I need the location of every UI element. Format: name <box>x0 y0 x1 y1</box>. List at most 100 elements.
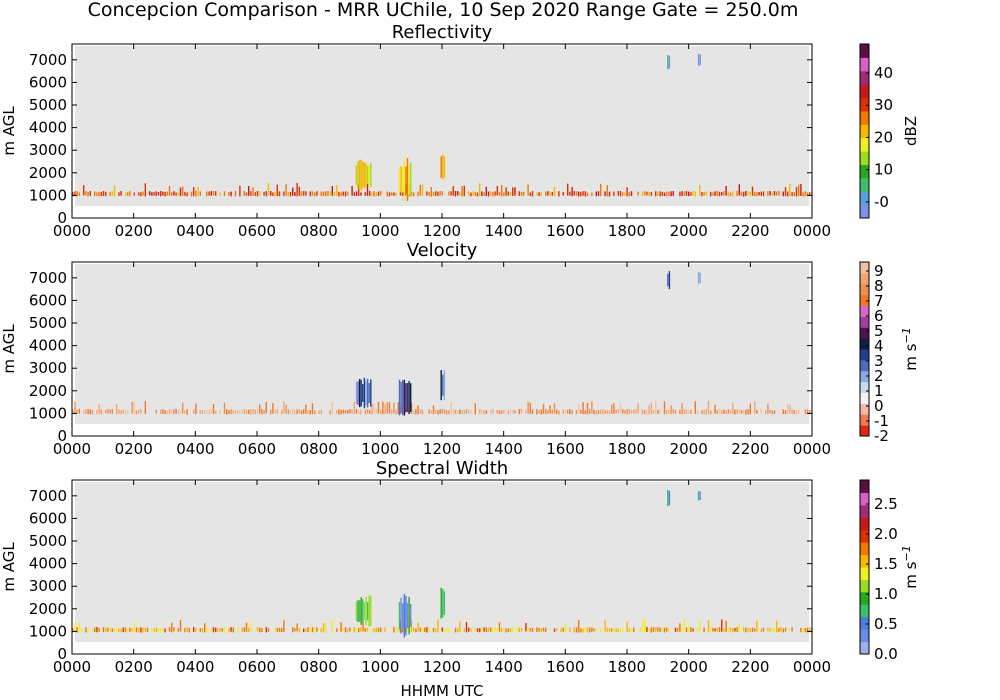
echo-cell <box>320 409 322 415</box>
echo-cell <box>179 409 182 414</box>
echo-cell <box>780 627 782 632</box>
echo-cell <box>74 623 76 632</box>
echo-cell <box>485 627 487 633</box>
echo-cell <box>545 408 547 414</box>
echo-cell <box>336 410 338 414</box>
echo-cell <box>78 622 80 633</box>
echo-cell <box>545 191 547 197</box>
y-tick-label: 2000 <box>29 382 67 400</box>
colorbar-tick-label: 3 <box>874 352 884 370</box>
echo-cell <box>116 404 118 414</box>
echo-cell <box>210 191 212 196</box>
echo-cell <box>124 627 127 632</box>
echo-cell <box>380 191 382 196</box>
echo-cell <box>403 593 405 638</box>
echo-cell <box>663 401 666 415</box>
data-coverage-area <box>75 482 809 642</box>
echo-cell <box>144 627 146 632</box>
echo-cell <box>398 601 401 630</box>
colorbar: 0.0 0.5 1.0 1.5 2.0 2.5 m s−1 <box>859 479 920 663</box>
panel-0: Reflectivity 0000 0200 0400 0600 0800 1000 1200… <box>0 22 920 240</box>
echo-cell <box>362 621 364 632</box>
echo-cell <box>428 409 430 414</box>
echo-cell <box>699 272 701 283</box>
echo-cell <box>309 409 311 415</box>
echo-cell <box>490 409 492 415</box>
echo-cell <box>721 619 723 632</box>
echo-cell <box>358 379 361 408</box>
x-tick-label: 1400 <box>485 222 523 240</box>
echo-cell <box>732 627 734 633</box>
echo-cell <box>201 410 204 414</box>
echo-cell <box>432 192 435 196</box>
colorbar-tick-label: 6 <box>874 307 884 325</box>
echo-cell <box>109 627 111 632</box>
echo-cell <box>639 627 641 632</box>
echo-cell <box>331 186 333 196</box>
echo-cell <box>683 409 685 414</box>
colorbar-tick-label: 0 <box>874 397 884 415</box>
echo-cell <box>193 626 195 632</box>
echo-cell <box>91 410 94 415</box>
echo-cell <box>446 410 448 415</box>
echo-cell <box>177 192 179 197</box>
echo-cell <box>608 191 611 197</box>
echo-cell <box>531 191 534 197</box>
colorbar-segment <box>860 316 869 328</box>
echo-cell <box>261 627 263 632</box>
echo-cell <box>351 409 353 414</box>
echo-cell <box>747 409 749 415</box>
echo-cell <box>727 408 729 414</box>
colorbar-segment <box>860 164 869 179</box>
echo-cell <box>529 628 531 632</box>
echo-cell <box>468 191 470 196</box>
echo-cell <box>283 620 285 633</box>
echo-cell <box>331 402 333 414</box>
echo-cell <box>193 409 195 414</box>
echo-cell <box>248 186 250 196</box>
x-tick-label: 0600 <box>238 222 276 240</box>
colorbar-segment <box>860 97 869 112</box>
echo-cell <box>606 409 608 415</box>
echo-cell <box>745 191 747 196</box>
echo-cell <box>243 627 245 632</box>
echo-cell <box>116 628 118 632</box>
echo-cell <box>773 410 776 414</box>
echo-cell <box>100 409 102 415</box>
echo-cell <box>363 377 366 409</box>
echo-cell <box>441 627 443 632</box>
echo-cell <box>604 620 606 632</box>
echo-cell <box>518 627 520 633</box>
echo-cell <box>734 628 736 632</box>
echo-cell <box>694 401 696 414</box>
colorbar-segment <box>860 370 869 383</box>
echo-cell <box>580 191 582 197</box>
colorbar-frame <box>859 479 870 655</box>
echo-cell <box>718 191 721 197</box>
echo-cell <box>688 627 690 632</box>
echo-cell <box>314 192 316 197</box>
echo-cell <box>87 409 89 415</box>
colorbar-segment <box>860 567 869 580</box>
x-tick-label: 1800 <box>608 658 646 676</box>
x-tick-label: 1600 <box>546 658 584 676</box>
echo-cell <box>597 410 600 414</box>
echo-cell <box>421 409 424 415</box>
echo-cell <box>668 628 670 632</box>
echo-cell <box>721 410 723 415</box>
echo-cell <box>149 191 151 196</box>
echo-cell <box>672 191 674 196</box>
echo-cell <box>551 191 553 196</box>
echo-cell <box>138 192 140 196</box>
echo-cell <box>89 409 91 415</box>
echo-cell <box>124 192 127 197</box>
echo-cell <box>421 627 424 632</box>
echo-cell <box>193 187 195 197</box>
echo-cell <box>265 627 267 633</box>
echo-cell <box>551 409 553 414</box>
echo-cell <box>357 600 359 622</box>
echo-cell <box>223 191 226 196</box>
echo-cell <box>600 628 602 633</box>
